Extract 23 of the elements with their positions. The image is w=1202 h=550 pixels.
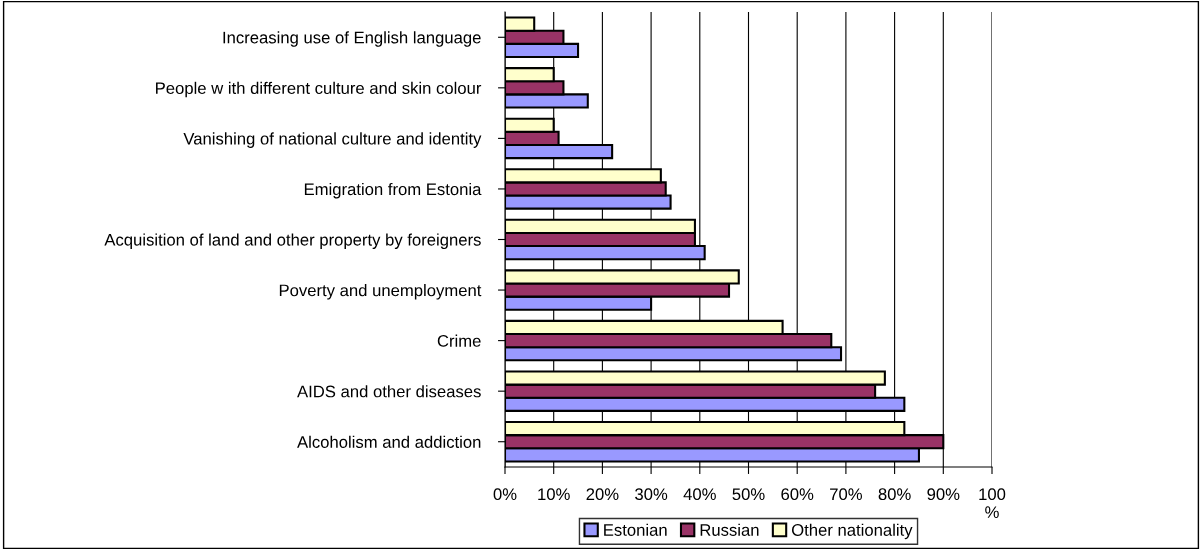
x-tick-label: 20% [586,488,619,501]
y-tick-label: Alcoholism and addiction [297,435,481,448]
y-tick-label: Poverty and unemployment [279,284,482,300]
y-tick-label: People w ith different culture and skin colour [156,81,482,98]
y-tick-label: Emigration from Estonia [304,182,482,199]
x-tick-label: 70% [830,488,862,501]
y-tick-label: AIDS and other diseases [297,385,481,398]
x-tick-label: 100 % [979,488,1006,518]
x-tick-label: 10% [538,488,570,501]
y-tick-label: Acquisition of land and other property by foreigners [104,233,481,249]
x-tick-label: 30% [635,488,668,501]
x-tick-label: 60% [781,488,814,501]
y-tick-label: Increasing use of English language [223,31,481,47]
y-tick-label: Vanishing of national culture and identity [183,132,482,148]
x-tick-label: 50% [732,488,765,501]
x-tick-label: 40% [683,488,716,501]
legend-label: Other nationality [791,523,913,540]
legend-label: Estonian [604,523,667,536]
legend-label: Russian [700,523,759,536]
x-tick-label: 0% [493,488,517,501]
x-tick-label: 90% [927,488,960,501]
y-tick-label: Crime [437,334,481,347]
x-tick-label: 80% [878,488,911,501]
